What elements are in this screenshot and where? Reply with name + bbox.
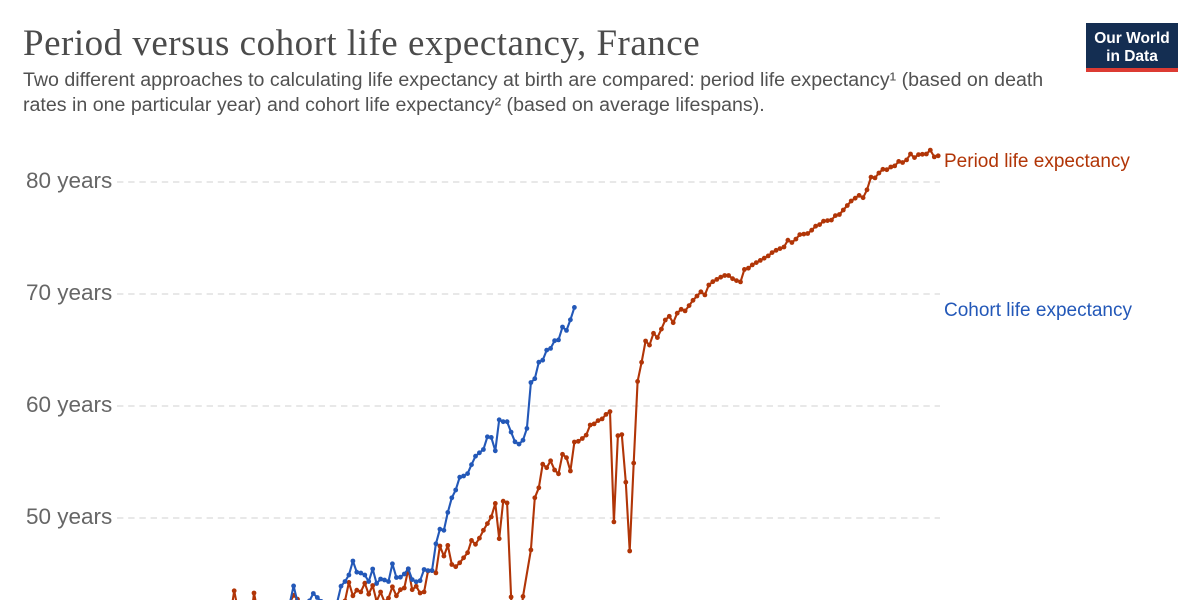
svg-text:Cohort life expectancy: Cohort life expectancy bbox=[944, 300, 1132, 321]
svg-text:80 years: 80 years bbox=[26, 168, 112, 193]
svg-text:50 years: 50 years bbox=[26, 504, 112, 529]
svg-text:Period life expectancy: Period life expectancy bbox=[944, 151, 1130, 172]
svg-text:60 years: 60 years bbox=[26, 392, 112, 417]
svg-text:70 years: 70 years bbox=[26, 280, 112, 305]
